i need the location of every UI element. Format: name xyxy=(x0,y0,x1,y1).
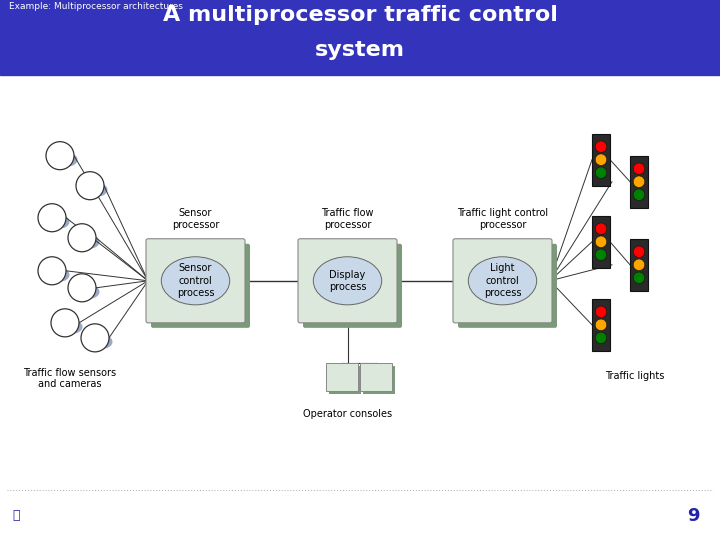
Text: Sensor
processor: Sensor processor xyxy=(172,208,219,230)
Circle shape xyxy=(634,176,645,187)
FancyBboxPatch shape xyxy=(298,239,397,323)
Ellipse shape xyxy=(91,335,112,349)
FancyBboxPatch shape xyxy=(151,244,250,328)
Circle shape xyxy=(634,259,645,271)
Circle shape xyxy=(68,274,96,302)
Circle shape xyxy=(595,306,607,318)
Circle shape xyxy=(595,332,607,343)
Circle shape xyxy=(38,257,66,285)
Circle shape xyxy=(634,246,645,258)
Circle shape xyxy=(595,236,607,247)
Text: Display
process: Display process xyxy=(329,269,366,292)
Text: Traffic flow
processor: Traffic flow processor xyxy=(321,208,374,230)
Text: ⌖: ⌖ xyxy=(12,509,19,522)
FancyBboxPatch shape xyxy=(458,244,557,328)
Circle shape xyxy=(634,163,645,174)
Text: Sensor
control
process: Sensor control process xyxy=(176,264,215,298)
Bar xyxy=(592,134,610,186)
Bar xyxy=(362,366,395,394)
Bar xyxy=(592,299,610,351)
Ellipse shape xyxy=(48,268,70,282)
Circle shape xyxy=(595,154,607,165)
Ellipse shape xyxy=(61,320,83,334)
Text: Light
control
process: Light control process xyxy=(484,264,521,298)
Bar xyxy=(325,363,358,391)
FancyBboxPatch shape xyxy=(146,239,245,323)
Bar xyxy=(630,156,648,208)
FancyBboxPatch shape xyxy=(453,239,552,323)
Circle shape xyxy=(46,141,74,170)
Ellipse shape xyxy=(78,235,99,249)
Circle shape xyxy=(595,141,607,152)
Circle shape xyxy=(595,223,607,234)
Text: 9: 9 xyxy=(688,507,700,525)
Circle shape xyxy=(51,309,79,337)
Circle shape xyxy=(595,167,607,178)
Circle shape xyxy=(68,224,96,252)
Bar xyxy=(592,216,610,268)
Circle shape xyxy=(76,172,104,200)
Circle shape xyxy=(81,324,109,352)
Text: A multiprocessor traffic control: A multiprocessor traffic control xyxy=(163,5,557,25)
Ellipse shape xyxy=(313,257,382,305)
Text: Example: Multiprocessor architectures: Example: Multiprocessor architectures xyxy=(9,2,182,11)
Bar xyxy=(359,363,392,391)
Ellipse shape xyxy=(161,257,230,305)
Text: Traffic lights: Traffic lights xyxy=(606,371,665,381)
Ellipse shape xyxy=(468,257,536,305)
Circle shape xyxy=(595,249,607,260)
FancyBboxPatch shape xyxy=(303,244,402,328)
Text: system: system xyxy=(315,40,405,60)
Circle shape xyxy=(38,204,66,232)
Ellipse shape xyxy=(48,215,70,229)
Text: Operator consoles: Operator consoles xyxy=(303,409,392,419)
Ellipse shape xyxy=(56,153,78,167)
Circle shape xyxy=(634,189,645,200)
Ellipse shape xyxy=(86,183,107,197)
Circle shape xyxy=(634,272,645,284)
Bar xyxy=(630,239,648,291)
Ellipse shape xyxy=(78,285,99,299)
Bar xyxy=(328,366,361,394)
Text: Traffic flow sensors
and cameras: Traffic flow sensors and cameras xyxy=(24,368,117,389)
Text: Traffic light control
processor: Traffic light control processor xyxy=(457,208,548,230)
Circle shape xyxy=(595,319,607,330)
